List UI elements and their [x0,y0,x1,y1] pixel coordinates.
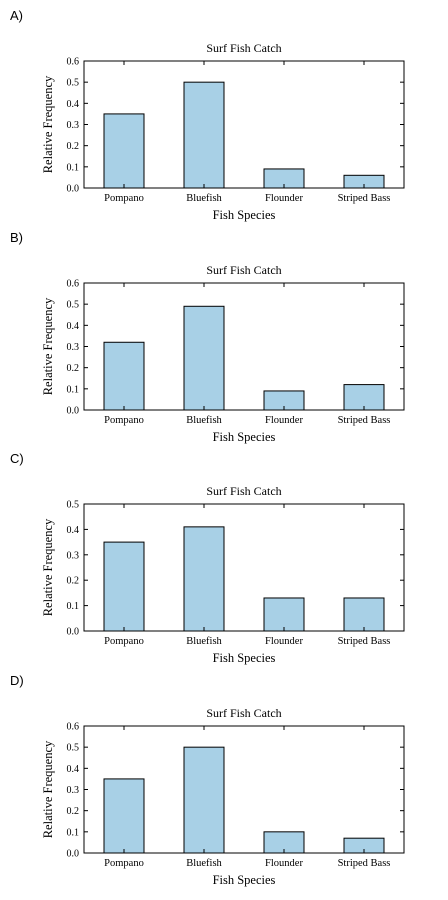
x-axis-label: Fish Species [213,651,276,665]
chart-panel: D) Surf Fish Catch 0.0 0.1 0.2 0.3 0.4 0.5 0.6 Po… [0,665,448,889]
y-tick-label: 0.5 [67,742,80,753]
y-tick-label: 0.6 [67,721,80,732]
y-tick-label: 0.1 [67,384,80,395]
y-tick-label: 0.3 [67,120,80,131]
y-axis-label: Relative Frequency [41,75,55,173]
bar-bluefish [183,526,225,632]
x-tick-label: Flounder [265,415,303,426]
bar-bluefish [183,305,225,410]
x-axis-label: Fish Species [213,873,276,887]
x-tick-label: Flounder [265,636,303,647]
y-tick-label: 0.5 [67,78,80,89]
x-tick-label: Pompano [104,636,144,647]
y-tick-label: 0.0 [67,627,80,638]
chart-title: Surf Fish Catch [206,484,281,498]
chart-title: Surf Fish Catch [206,706,281,720]
y-tick-label: 0.1 [67,827,80,838]
chart-panel: B) Surf Fish Catch 0.0 0.1 0.2 0.3 0.4 0.5 0.6 Po… [0,222,448,446]
y-tick-label: 0.4 [67,525,80,536]
chart-title: Surf Fish Catch [206,41,281,55]
chart-panel: C) Surf Fish Catch 0.0 0.1 0.2 0.3 0.4 0.5 Pompa… [0,443,448,667]
y-tick-label: 0.2 [67,576,80,587]
y-tick-label: 0.2 [67,363,80,374]
bar-striped-bass [343,597,385,632]
y-tick-label: 0.3 [67,785,80,796]
y-tick-label: 0.3 [67,550,80,561]
bar-chart: Surf Fish Catch 0.0 0.1 0.2 0.3 0.4 0.5 0.6 Pomp… [41,41,405,222]
y-tick-label: 0.6 [67,278,80,289]
y-tick-label: 0.1 [67,601,80,612]
bar-chart: Surf Fish Catch 0.0 0.1 0.2 0.3 0.4 0.5 0.6 Pomp… [41,706,405,887]
bar-chart: Surf Fish Catch 0.0 0.1 0.2 0.3 0.4 0.5 0.6 Pomp… [41,263,405,444]
y-tick-label: 0.4 [67,763,80,774]
y-tick-label: 0.5 [67,500,80,511]
chart-title: Surf Fish Catch [206,263,281,277]
x-tick-label: Pompano [104,858,144,869]
panel-letter: A) [10,8,23,23]
y-tick-label: 0.0 [67,405,80,416]
y-axis-label: Relative Frequency [41,518,55,616]
y-tick-label: 0.0 [67,184,80,195]
panel-letter: B) [10,229,23,245]
bar-flounder [263,597,305,632]
bar-striped-bass [343,383,385,411]
panel-letter: D) [10,672,24,688]
y-tick-label: 0.1 [67,162,80,173]
x-tick-label: Bluefish [186,193,222,204]
y-tick-label: 0.4 [67,99,80,110]
x-axis-label: Fish Species [213,208,276,222]
chart-panel: A) Surf Fish Catch 0.0 0.1 0.2 0.3 0.4 0.5 0.6 Po… [0,0,448,224]
x-tick-label: Pompano [104,193,144,204]
plot-frame [83,503,405,632]
x-tick-label: Bluefish [186,858,222,869]
y-tick-label: 0.4 [67,320,80,331]
x-tick-label: Flounder [265,193,303,204]
bar-pompano [103,777,145,853]
y-tick-label: 0.2 [67,141,80,152]
y-tick-label: 0.5 [67,299,80,310]
x-tick-label: Pompano [104,415,144,426]
x-tick-label: Bluefish [186,415,222,426]
y-tick-label: 0.2 [67,806,80,817]
bar-bluefish [183,746,225,853]
x-tick-label: Bluefish [186,636,222,647]
bar-chart: Surf Fish Catch 0.0 0.1 0.2 0.3 0.4 0.5 Pompano… [41,484,405,665]
y-tick-label: 0.3 [67,342,80,353]
x-tick-label: Flounder [265,858,303,869]
bar-pompano [103,113,145,189]
x-tick-label: Striped Bass [338,415,391,426]
x-tick-label: Striped Bass [338,858,391,869]
panel-letter: C) [10,451,24,466]
y-tick-label: 0.6 [67,57,80,68]
x-tick-label: Striped Bass [338,193,391,204]
bar-pompano [103,341,145,410]
y-axis-label: Relative Frequency [41,739,55,837]
bar-pompano [103,541,145,632]
bar-bluefish [183,81,225,189]
y-tick-label: 0.0 [67,848,80,859]
y-axis-label: Relative Frequency [41,296,55,394]
x-axis-label: Fish Species [213,430,276,444]
x-tick-label: Striped Bass [338,636,391,647]
